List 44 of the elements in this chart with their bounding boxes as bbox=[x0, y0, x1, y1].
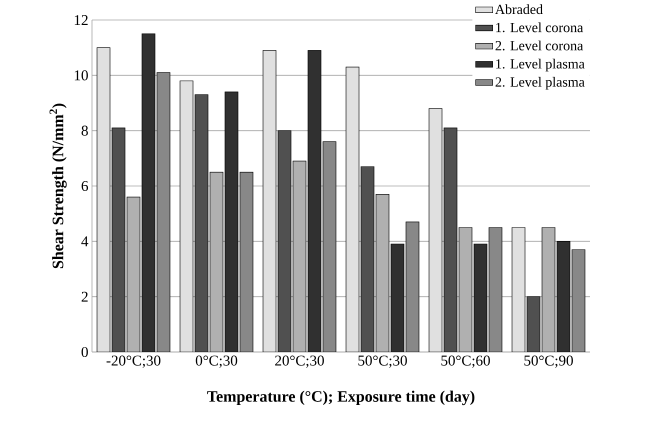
x-tick-label: -20°C;30 bbox=[106, 356, 160, 368]
bar bbox=[278, 130, 292, 352]
legend-label: Abraded bbox=[495, 4, 543, 14]
bar bbox=[262, 50, 276, 352]
y-tick-label: 6 bbox=[82, 180, 88, 192]
y-tick-label: 0 bbox=[82, 346, 88, 358]
bar bbox=[474, 244, 488, 352]
bar bbox=[224, 92, 238, 352]
legend-label: 2. Level plasma bbox=[496, 76, 585, 90]
bar bbox=[406, 222, 420, 352]
y-tick-label: 12 bbox=[74, 15, 88, 25]
bar bbox=[112, 128, 126, 352]
legend-label: 2. Level corona bbox=[496, 40, 584, 50]
bar bbox=[308, 50, 322, 352]
y-tick-label: 10 bbox=[74, 70, 88, 80]
bar bbox=[240, 172, 254, 352]
bar bbox=[428, 108, 442, 352]
bar bbox=[488, 227, 502, 352]
bar bbox=[180, 80, 194, 352]
x-tick-label: 0°C;30 bbox=[196, 356, 238, 368]
x-tick-label: 20°C;30 bbox=[275, 356, 324, 368]
bar bbox=[322, 141, 336, 352]
legend-label: 1. Level plasma bbox=[496, 58, 585, 72]
bar bbox=[142, 34, 156, 352]
legend-label: 1. Level corona bbox=[496, 22, 584, 32]
x-tick-label: 50°C;30 bbox=[358, 356, 407, 368]
bar bbox=[512, 227, 526, 352]
bar bbox=[194, 94, 208, 352]
bar bbox=[156, 72, 170, 352]
bar bbox=[572, 249, 586, 352]
bar bbox=[526, 296, 540, 352]
bar bbox=[556, 241, 570, 352]
x-tick-label: 50°C;60 bbox=[441, 356, 490, 368]
bar bbox=[96, 47, 110, 352]
bar bbox=[390, 244, 404, 352]
y-axis-title: Shear Strength (N/mm$^{2}$) bbox=[50, 104, 67, 268]
x-axis-title: Temperature (°C); Exposure time (day) bbox=[207, 390, 474, 406]
bar bbox=[444, 128, 458, 352]
bar bbox=[360, 166, 374, 352]
y-tick-label: 2 bbox=[82, 292, 88, 302]
y-tick-label: 8 bbox=[82, 126, 88, 136]
x-tick-label: 50°C;90 bbox=[524, 356, 573, 368]
y-tick-label: 4 bbox=[81, 236, 88, 246]
bar bbox=[346, 66, 360, 352]
